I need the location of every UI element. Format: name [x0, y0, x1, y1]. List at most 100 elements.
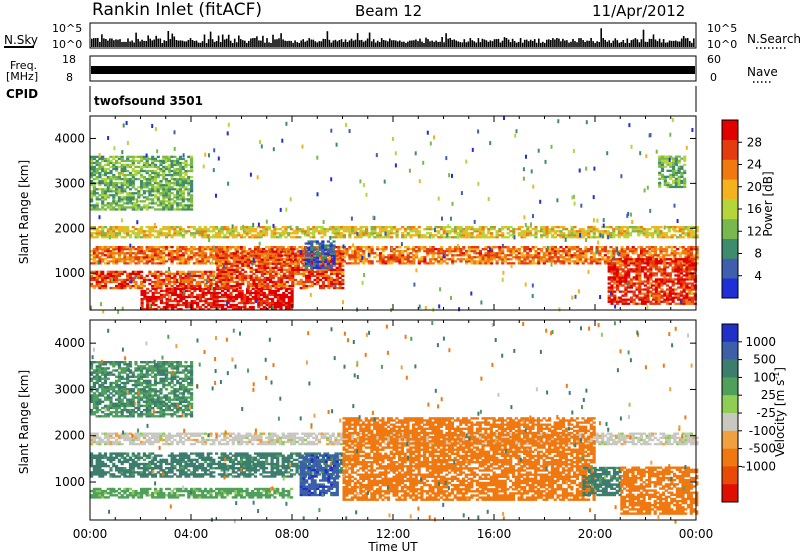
- echo-cell: [484, 226, 488, 229]
- nsky-bar: [664, 42, 667, 47]
- echo-cell: [257, 295, 261, 299]
- echo-cell: [635, 274, 639, 277]
- echo-cell: [262, 248, 266, 251]
- echo-cell: [221, 254, 225, 257]
- echo-cell: [656, 228, 660, 231]
- nsky-bar: [389, 38, 391, 47]
- echo-cell: [117, 286, 121, 290]
- echo-cell: [176, 303, 180, 307]
- echo-cell: [170, 228, 174, 231]
- echo-cell: [120, 165, 124, 169]
- echo-cell: [417, 236, 421, 239]
- nsky-bar: [533, 39, 536, 47]
- nsky-bar: [312, 39, 315, 47]
- echo-cell: [351, 254, 355, 257]
- echo-cell: [627, 298, 631, 301]
- echo-cell: [462, 258, 466, 261]
- echo-cell: [219, 272, 223, 275]
- echo-cell: [198, 252, 202, 255]
- echo-cell: [501, 252, 505, 255]
- echo-cell: [296, 270, 300, 273]
- echo-cell: [520, 234, 524, 237]
- echo-cell: [332, 252, 336, 255]
- echo-cell: [603, 230, 607, 233]
- echo-cell: [687, 236, 691, 239]
- echo-cell: [256, 236, 260, 239]
- echo-cell: [523, 230, 527, 233]
- echo-cell: [685, 292, 689, 295]
- echo-cell: [123, 226, 127, 229]
- echo-cell: [109, 260, 113, 263]
- echo-cell: [681, 228, 685, 231]
- echo-cell: [332, 278, 337, 282]
- echo-cell: [277, 272, 281, 275]
- echo-cell: [201, 295, 205, 299]
- echo-cell: [359, 258, 363, 261]
- echo-cell: [287, 299, 291, 303]
- echo-cell: [302, 268, 306, 271]
- echo-cell: [227, 260, 231, 263]
- echo-cell: [428, 226, 433, 229]
- echo-cell: [315, 254, 319, 257]
- echo-cell: [657, 266, 661, 269]
- echo-cell: [434, 234, 438, 237]
- echo-cell: [337, 232, 341, 235]
- echo-cell: [562, 252, 566, 255]
- echo-cell: [123, 260, 127, 263]
- echo-cell: [292, 248, 296, 251]
- echo-cell: [154, 297, 158, 301]
- echo-cell: [318, 248, 322, 251]
- echo-cell: [229, 297, 233, 301]
- echo-cell: [620, 228, 624, 231]
- echo-cell: [243, 297, 247, 301]
- echo-cell: [157, 297, 161, 301]
- echo-cell: [378, 234, 383, 237]
- echo-cell: [212, 226, 216, 229]
- echo-cell: [181, 230, 185, 233]
- echo-cell: [390, 260, 394, 263]
- echo-cell: [695, 228, 699, 231]
- echo-cell: [206, 258, 210, 261]
- echo-cell: [237, 301, 241, 305]
- echo-cell: [95, 236, 99, 239]
- echo-cell: [553, 226, 557, 229]
- echo-cell: [426, 254, 430, 257]
- nsky-bar: [689, 41, 691, 47]
- echo-cell: [273, 306, 277, 309]
- echo-cell: [616, 288, 620, 291]
- echo-cell: [692, 256, 696, 259]
- echo-cell: [321, 276, 325, 280]
- echo-cell: [378, 252, 383, 255]
- echo-cell: [674, 288, 678, 291]
- echo-cell: [503, 226, 507, 229]
- echo-cell: [117, 250, 121, 253]
- echo-cell: [140, 250, 144, 253]
- echo-cell: [295, 226, 299, 229]
- echo-cell: [120, 286, 124, 290]
- echo-cell: [682, 284, 686, 287]
- echo-cell: [98, 208, 102, 211]
- echo-cell: [215, 262, 219, 265]
- echo-cell: [181, 262, 185, 265]
- echo-cell: [584, 234, 588, 237]
- echo-cell: [195, 262, 199, 265]
- echo-cell: [268, 293, 272, 297]
- echo-cell: [629, 282, 633, 285]
- echo-cell: [442, 260, 446, 263]
- echo-cell: [420, 260, 424, 263]
- echo-cell: [290, 299, 294, 303]
- echo-cell: [609, 234, 613, 237]
- echo-cell: [206, 274, 210, 277]
- echo-cell: [224, 268, 228, 271]
- echo-cell: [302, 256, 306, 259]
- echo-cell: [238, 266, 242, 269]
- echo-cell: [95, 254, 99, 257]
- echo-cell: [245, 234, 249, 237]
- echo-cell: [321, 286, 325, 290]
- echo-cell: [165, 291, 169, 295]
- echo-cell: [526, 234, 530, 237]
- echo-cell: [234, 303, 239, 307]
- nsky-bar: [266, 38, 268, 47]
- nsky-bar: [123, 41, 125, 47]
- echo-cell: [220, 228, 224, 231]
